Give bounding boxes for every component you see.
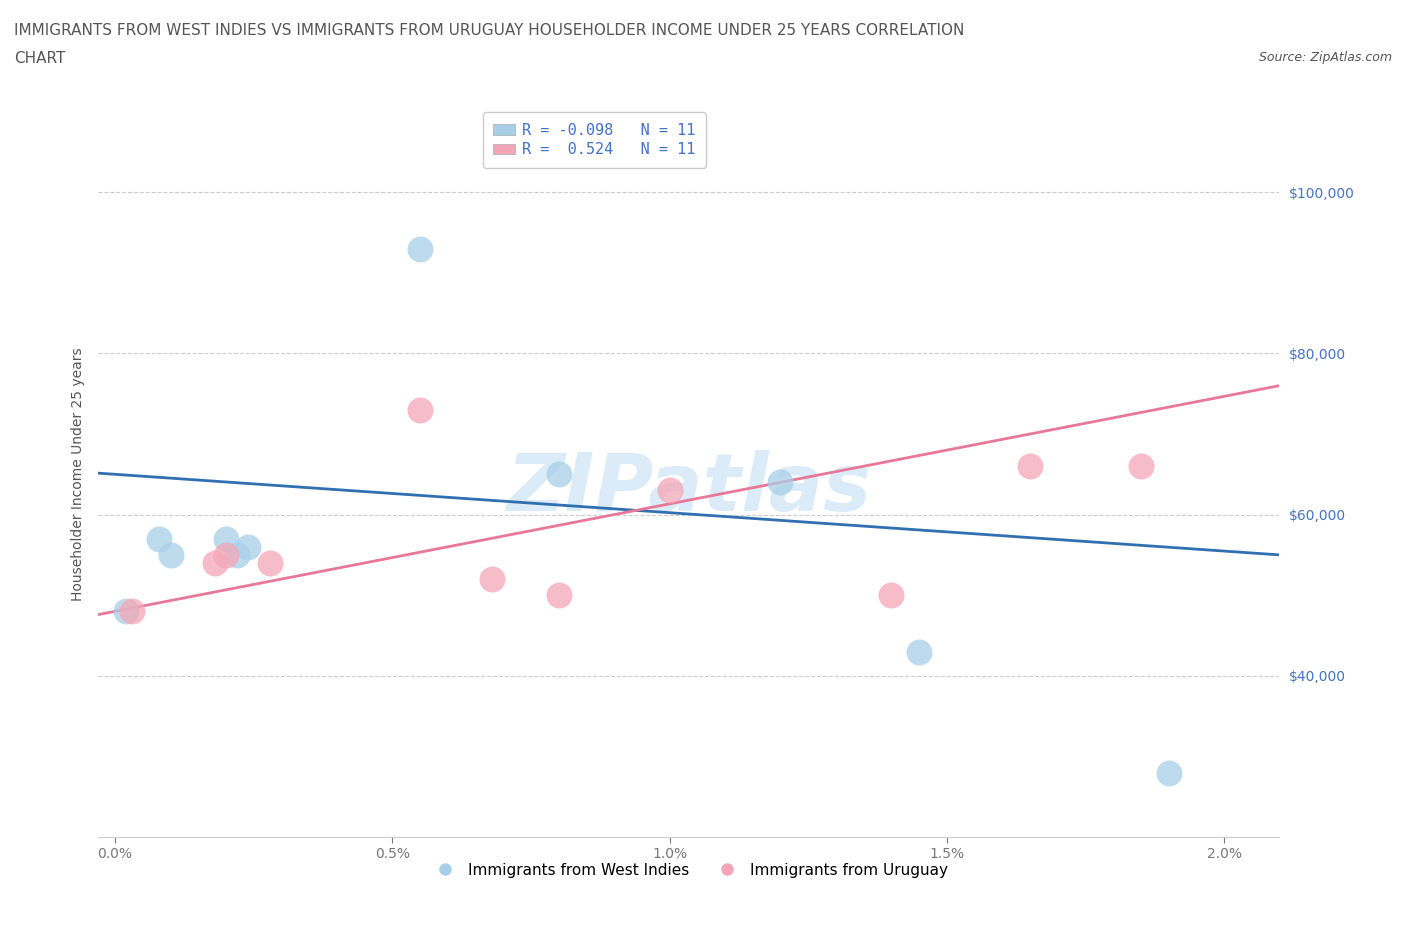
Point xyxy=(121,604,143,618)
Legend: Immigrants from West Indies, Immigrants from Uruguay: Immigrants from West Indies, Immigrants … xyxy=(423,857,955,884)
Point xyxy=(215,548,238,563)
Text: IMMIGRANTS FROM WEST INDIES VS IMMIGRANTS FROM URUGUAY HOUSEHOLDER INCOME UNDER : IMMIGRANTS FROM WEST INDIES VS IMMIGRANT… xyxy=(14,23,965,38)
Point xyxy=(481,572,503,587)
Point xyxy=(1129,458,1152,473)
Point xyxy=(409,403,432,418)
Y-axis label: Householder Income Under 25 years: Householder Income Under 25 years xyxy=(70,348,84,601)
Point xyxy=(409,241,432,256)
Point xyxy=(215,531,238,546)
Point xyxy=(115,604,138,618)
Text: Source: ZipAtlas.com: Source: ZipAtlas.com xyxy=(1258,51,1392,64)
Point xyxy=(204,555,226,570)
Point xyxy=(769,475,792,490)
Point xyxy=(236,539,259,554)
Point xyxy=(658,483,681,498)
Point xyxy=(1019,458,1042,473)
Point xyxy=(880,588,903,603)
Point xyxy=(547,588,569,603)
Point xyxy=(1157,765,1180,780)
Text: CHART: CHART xyxy=(14,51,66,66)
Point xyxy=(159,548,181,563)
Text: ZIPatlas: ZIPatlas xyxy=(506,450,872,528)
Point xyxy=(148,531,170,546)
Point xyxy=(547,467,569,482)
Point xyxy=(226,548,249,563)
Point xyxy=(259,555,281,570)
Point xyxy=(908,644,931,659)
